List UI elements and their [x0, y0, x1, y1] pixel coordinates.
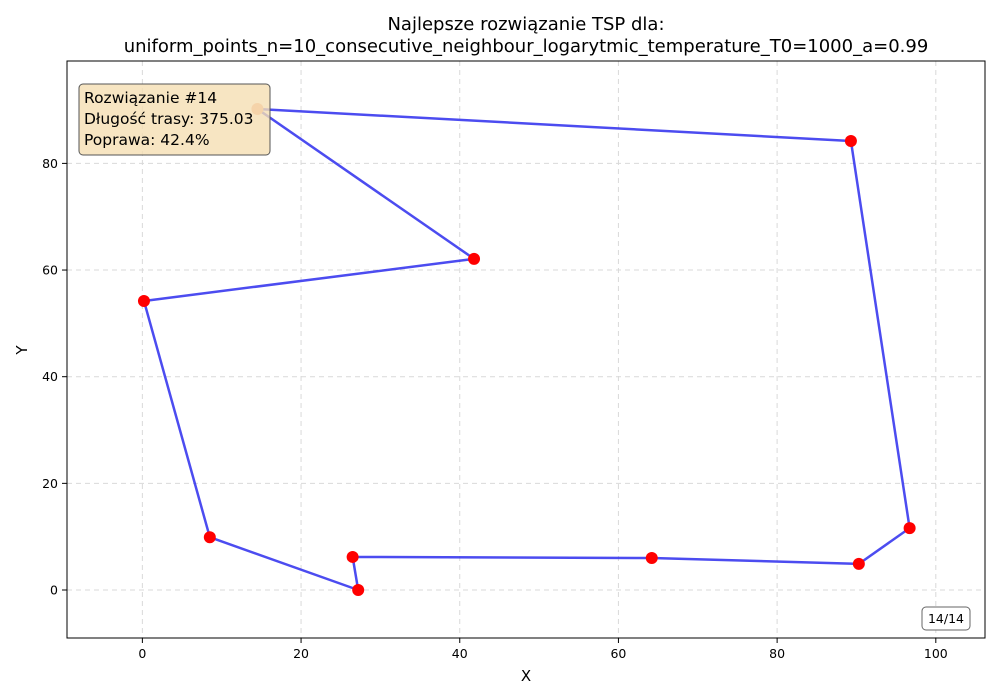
y-tick-label: 20 [42, 476, 58, 491]
route-segment [857, 526, 911, 566]
route-segment [650, 556, 861, 566]
y-tick-label: 40 [42, 369, 58, 384]
city-point [645, 552, 658, 565]
route-segment [256, 107, 476, 261]
city-point [203, 531, 216, 544]
x-tick-label: 40 [452, 646, 468, 661]
x-tick-label: 100 [924, 646, 948, 661]
y-tick-label: 80 [42, 156, 58, 171]
x-axis-label: X [521, 667, 531, 685]
grid [67, 61, 985, 638]
frame-counter-box [921, 606, 971, 631]
city-point [137, 294, 150, 307]
city-point [352, 584, 365, 597]
route-segment [142, 257, 476, 303]
y-tick-label: 60 [42, 263, 58, 278]
route-segment [208, 535, 360, 592]
city-point [468, 252, 481, 265]
info-box: Rozwiązanie #14 Długość trasy: 375.03 Po… [78, 83, 271, 156]
x-tick-label: 60 [610, 646, 626, 661]
frame-counter: 14/14 [921, 606, 971, 631]
x-tick-label: 80 [769, 646, 785, 661]
city-points [137, 102, 916, 597]
frame-counter-text: 14/14 [928, 611, 964, 626]
info-solution-number: Rozwiązanie #14 [84, 89, 217, 107]
plot-frame [66, 60, 986, 639]
info-route-length: Długość trasy: 375.03 [84, 110, 253, 128]
route-lines [142, 107, 911, 592]
info-improvement: Poprawa: 42.4% [84, 131, 210, 149]
route-segment [256, 107, 853, 143]
y-tick-label: 0 [50, 583, 58, 598]
y-axis-label: Y [13, 345, 31, 356]
axis-ticks: 0 20 40 60 80 100 0 20 40 60 80 [42, 156, 948, 661]
x-tick-label: 20 [293, 646, 309, 661]
x-tick-label: 0 [138, 646, 146, 661]
route-segment [142, 299, 212, 539]
chart-title-line1: Najlepsze rozwiązanie TSP dla: [387, 14, 664, 35]
city-point [903, 522, 916, 535]
info-box-background [78, 83, 271, 156]
route-segment [849, 139, 911, 530]
city-point [844, 134, 857, 147]
chart-title-line2: uniform_points_n=10_consecutive_neighbou… [124, 36, 929, 57]
city-point [346, 550, 359, 563]
route-segment [351, 555, 654, 560]
city-point [852, 557, 865, 570]
